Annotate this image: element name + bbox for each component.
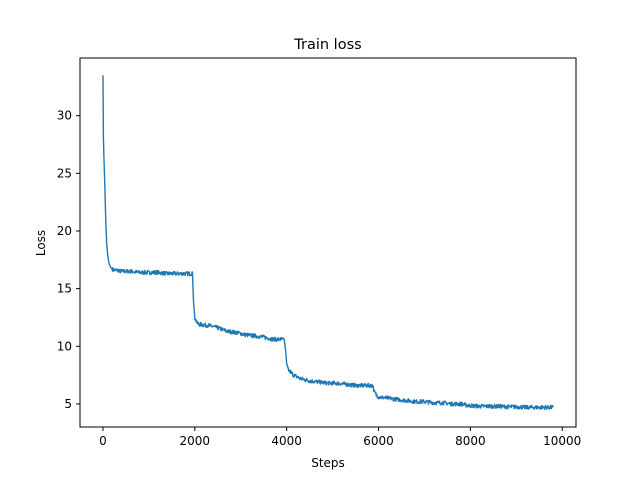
y-tick-label: 20	[57, 224, 72, 238]
x-tick-label: 6000	[363, 434, 394, 448]
series-line-0	[102, 75, 554, 411]
plot-area	[102, 75, 554, 411]
x-axis: 0 2000 4000 6000 8000 10000	[99, 427, 581, 448]
x-tick-label: 10000	[543, 434, 581, 448]
y-axis-label: Loss	[34, 230, 48, 256]
x-tick-label: 4000	[271, 434, 302, 448]
x-tick-label: 2000	[180, 434, 211, 448]
y-axis: 5 10 15 20 25 30	[57, 109, 80, 411]
y-tick-label: 30	[57, 109, 72, 123]
axes-frame	[79, 57, 577, 428]
chart-title: Train loss	[293, 37, 361, 53]
x-tick-label: 8000	[455, 434, 486, 448]
x-tick-label: 0	[99, 434, 107, 448]
y-tick-label: 25	[57, 166, 72, 180]
y-tick-label: 10	[57, 339, 72, 353]
y-tick-label: 5	[64, 397, 72, 411]
x-axis-label: Steps	[311, 456, 345, 470]
y-tick-label: 15	[57, 282, 72, 296]
